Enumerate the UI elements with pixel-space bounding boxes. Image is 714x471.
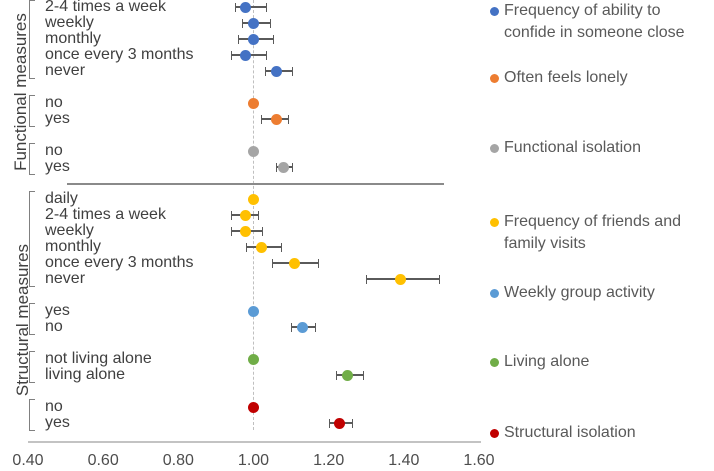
legend-label: Frequency of ability to confide in someo… (504, 2, 685, 41)
category-label: no (45, 142, 63, 159)
x-axis-tick-label: 0.60 (87, 452, 119, 469)
legend-marker-icon (490, 289, 499, 298)
legend-marker-icon (490, 358, 499, 367)
data-point-dot (248, 193, 259, 205)
legend-label: Functional isolation (504, 139, 641, 156)
category-label: yes (45, 110, 70, 127)
data-point-dot (289, 257, 301, 269)
data-point-dot (341, 369, 353, 381)
legend-item: Living alone (484, 351, 710, 373)
category-label: never (45, 270, 86, 287)
legend-item: Often feels lonely (484, 67, 710, 89)
section-divider-line (67, 183, 444, 185)
group-bracket (29, 0, 35, 79)
bracket-top-serif (30, 143, 35, 145)
data-point-dot (255, 241, 267, 253)
group-bracket (29, 191, 35, 287)
bracket-top-serif (30, 0, 35, 2)
data-point-dot (248, 145, 259, 157)
legend-marker-icon (490, 7, 499, 16)
group-bracket (29, 303, 35, 335)
bracket-bottom-serif (30, 333, 35, 335)
data-point-dot (270, 113, 282, 125)
legend-item: Frequency of ability to confide in someo… (484, 0, 710, 44)
bracket-bottom-serif (30, 381, 35, 383)
bracket-bottom-serif (30, 173, 35, 175)
x-axis-tick-label: 0.80 (162, 452, 194, 469)
category-label: 2-4 times a week (45, 0, 166, 15)
bracket-bottom-serif (30, 125, 35, 127)
x-axis-tick-label: 1.40 (388, 452, 420, 469)
category-label: yes (45, 414, 70, 431)
category-label: yes (45, 158, 70, 175)
bracket-top-serif (30, 399, 35, 401)
legend-item: Weekly group activity (484, 282, 710, 304)
data-point-dot (240, 49, 252, 61)
data-point-dot (248, 401, 259, 413)
bracket-top-serif (30, 95, 35, 97)
legend-label: Living alone (504, 353, 590, 370)
legend-label: Structural isolation (504, 424, 636, 441)
category-label: monthly (45, 238, 102, 255)
category-label: monthly (45, 30, 102, 47)
legend-marker-icon (490, 429, 499, 438)
category-label: 2-4 times a week (45, 206, 166, 223)
data-point-dot (394, 273, 406, 285)
data-point-dot (270, 65, 282, 77)
category-label: once every 3 months (45, 46, 194, 63)
bracket-bottom-serif (30, 429, 35, 431)
x-axis-tick-label: 1.00 (237, 452, 270, 469)
category-label: yes (45, 302, 70, 319)
category-label: living alone (45, 366, 126, 383)
category-label: weekly (45, 14, 94, 31)
group-bracket (29, 399, 35, 431)
category-label: no (45, 398, 63, 415)
legend-item: Frequency of friends and family visits (484, 211, 710, 255)
bracket-top-serif (30, 303, 35, 305)
category-label: weekly (45, 222, 94, 239)
data-point-dot (240, 1, 252, 13)
data-point-dot (248, 353, 259, 365)
data-point-dot (248, 17, 259, 29)
category-label: no (45, 318, 63, 335)
data-point-dot (240, 225, 252, 237)
x-axis-tick-label: 0.40 (12, 452, 44, 469)
category-label: not living alone (45, 350, 152, 367)
legend-item: Structural isolation (484, 422, 710, 444)
bracket-top-serif (30, 351, 35, 353)
x-axis-line (28, 441, 481, 443)
bracket-top-serif (30, 191, 35, 193)
legend: Frequency of ability to confide in someo… (484, 0, 714, 471)
legend-marker-icon (490, 74, 499, 83)
data-point-dot (248, 305, 259, 317)
x-axis-tick-label: 1.60 (463, 452, 495, 469)
bracket-bottom-serif (30, 77, 35, 79)
bracket-bottom-serif (30, 285, 35, 287)
category-label: daily (45, 190, 78, 207)
data-point-dot (248, 97, 259, 109)
legend-label: Frequency of friends and family visits (504, 213, 681, 252)
category-label: once every 3 months (45, 254, 194, 271)
legend-marker-icon (490, 144, 499, 153)
group-bracket (29, 95, 35, 127)
category-label: no (45, 94, 63, 111)
legend-label: Weekly group activity (504, 284, 655, 301)
data-point-dot (278, 161, 290, 173)
data-point-dot (240, 209, 252, 221)
data-point-dot (248, 33, 259, 45)
legend-marker-icon (490, 218, 499, 227)
group-bracket (29, 351, 35, 383)
legend-label: Often feels lonely (504, 69, 628, 86)
category-label: never (45, 62, 86, 79)
group-bracket (29, 143, 35, 175)
legend-item: Functional isolation (484, 137, 710, 159)
x-axis-tick-label: 1.20 (313, 452, 345, 469)
data-point-dot (334, 417, 346, 429)
data-point-dot (296, 321, 308, 333)
